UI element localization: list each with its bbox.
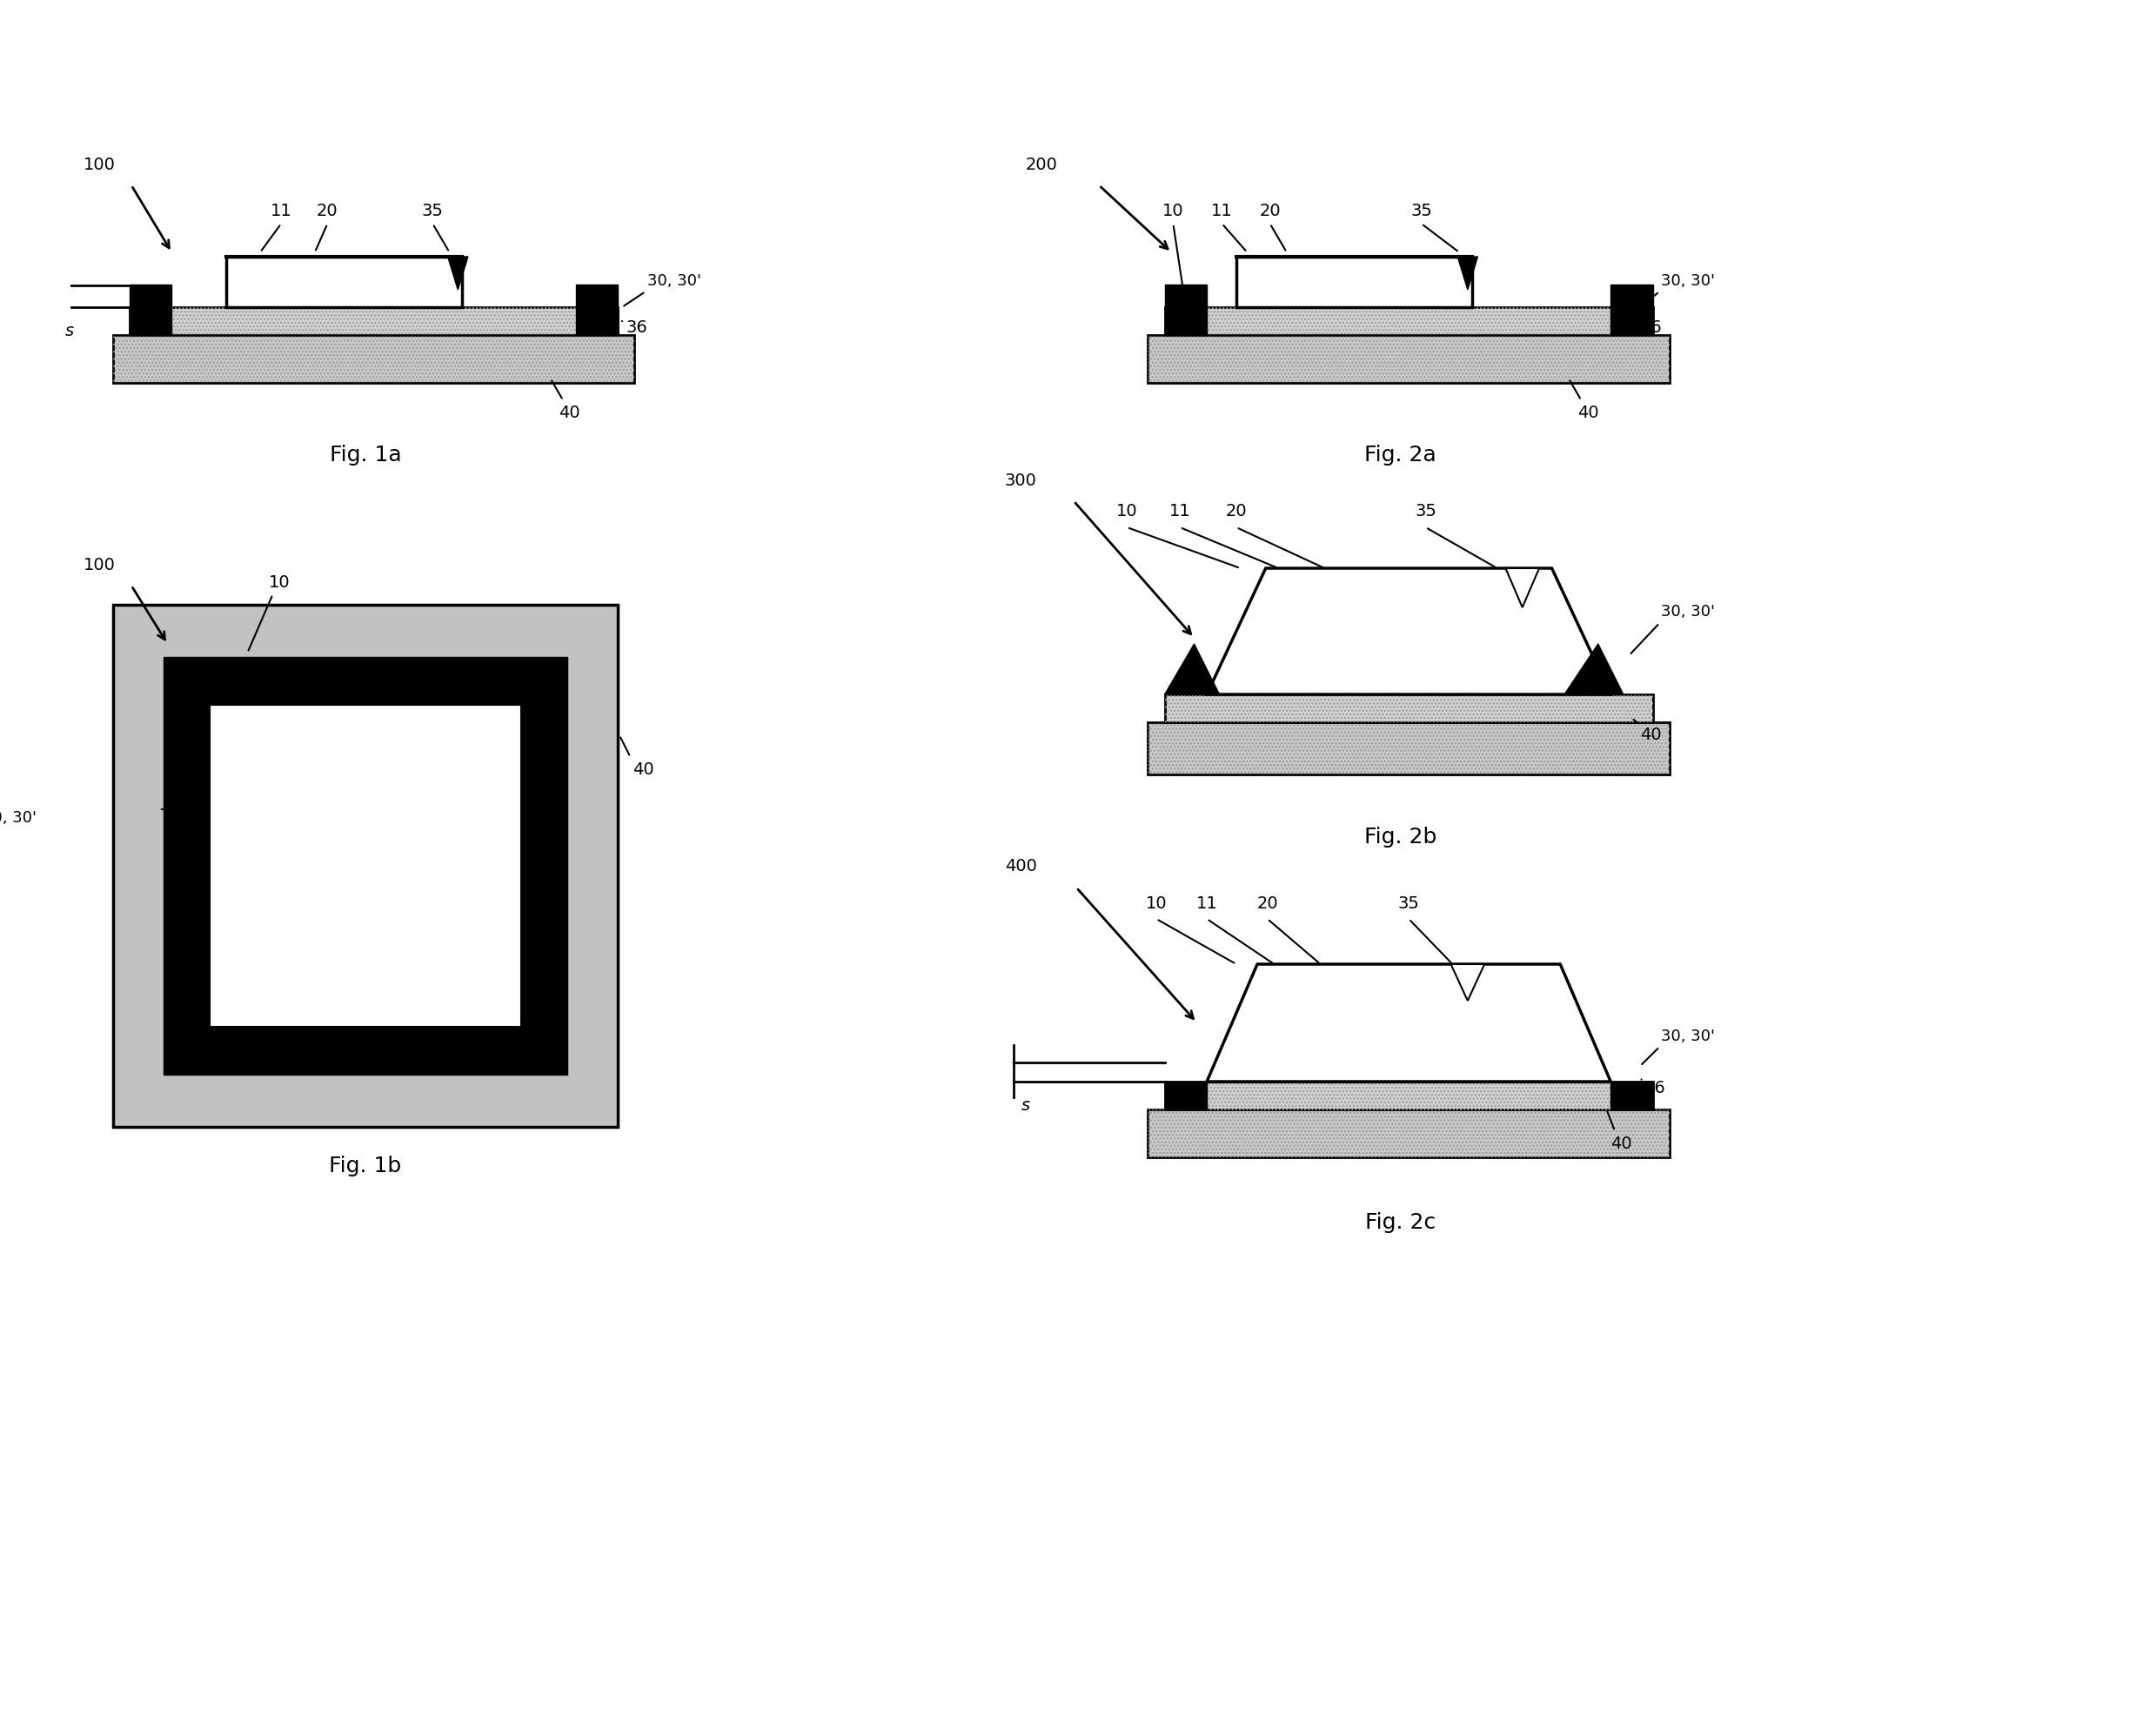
Text: 40: 40 bbox=[634, 762, 653, 778]
Polygon shape bbox=[1207, 963, 1611, 1082]
Bar bbox=[1164, 307, 1654, 335]
Text: 30, 30': 30, 30' bbox=[1662, 273, 1716, 288]
Text: 30, 30': 30, 30' bbox=[647, 273, 701, 288]
Text: 30, 30': 30, 30' bbox=[0, 811, 37, 826]
Text: 30, 30': 30, 30' bbox=[1662, 604, 1716, 620]
Text: 11: 11 bbox=[1197, 896, 1218, 911]
Text: Fig. 2a: Fig. 2a bbox=[1365, 444, 1436, 465]
Text: s: s bbox=[1022, 1097, 1031, 1115]
Bar bbox=[112, 335, 634, 384]
Text: 300: 300 bbox=[1005, 472, 1037, 490]
Bar bbox=[1235, 257, 1473, 307]
Polygon shape bbox=[1451, 963, 1485, 1000]
Bar bbox=[1147, 1109, 1669, 1158]
Text: 11: 11 bbox=[270, 203, 291, 220]
Text: s: s bbox=[65, 323, 73, 340]
Text: 10: 10 bbox=[1145, 896, 1166, 911]
Bar bbox=[1164, 1082, 1207, 1109]
Bar bbox=[129, 307, 619, 335]
Text: 20: 20 bbox=[1257, 896, 1279, 911]
Bar bbox=[1147, 722, 1669, 774]
Bar bbox=[226, 257, 461, 307]
Text: 40: 40 bbox=[1641, 727, 1662, 743]
Text: 400: 400 bbox=[1005, 858, 1037, 875]
Bar bbox=[576, 285, 619, 335]
Bar bbox=[1164, 1082, 1654, 1109]
Text: 40: 40 bbox=[1576, 404, 1598, 422]
Text: 10: 10 bbox=[1162, 203, 1184, 220]
Bar bbox=[1164, 307, 1654, 335]
Polygon shape bbox=[1457, 257, 1477, 290]
Bar bbox=[1611, 285, 1654, 335]
Text: 36: 36 bbox=[1645, 1080, 1667, 1097]
Bar bbox=[112, 335, 634, 384]
Text: Fig. 1b: Fig. 1b bbox=[330, 1156, 401, 1177]
Text: 35: 35 bbox=[1410, 203, 1432, 220]
Text: 20: 20 bbox=[317, 203, 338, 220]
Bar bbox=[1147, 335, 1669, 384]
Text: 100: 100 bbox=[84, 557, 116, 575]
Bar bbox=[1164, 694, 1654, 722]
Text: 36: 36 bbox=[625, 319, 647, 337]
Text: 20: 20 bbox=[1225, 503, 1246, 519]
Bar bbox=[129, 285, 172, 335]
Bar bbox=[1164, 285, 1207, 335]
Bar bbox=[1147, 1109, 1669, 1158]
Polygon shape bbox=[1207, 568, 1611, 694]
Text: 35: 35 bbox=[1414, 503, 1436, 519]
Bar bbox=[1164, 1082, 1654, 1109]
Text: 40: 40 bbox=[1611, 1135, 1632, 1153]
Bar bbox=[1147, 335, 1669, 384]
Text: 10: 10 bbox=[270, 575, 289, 592]
Text: 11: 11 bbox=[1169, 503, 1190, 519]
Bar bbox=[1611, 1082, 1654, 1109]
Text: 40: 40 bbox=[558, 404, 580, 422]
Text: 35: 35 bbox=[423, 203, 444, 220]
Text: 35: 35 bbox=[1397, 896, 1419, 911]
Bar bbox=[129, 307, 619, 335]
Text: 100: 100 bbox=[84, 156, 116, 174]
Bar bbox=[1147, 722, 1669, 774]
Polygon shape bbox=[1164, 644, 1220, 694]
Text: 30, 30': 30, 30' bbox=[1662, 1028, 1716, 1045]
Bar bbox=[164, 656, 567, 1075]
Text: Fig. 2b: Fig. 2b bbox=[1365, 826, 1436, 847]
Polygon shape bbox=[1565, 644, 1623, 694]
Text: 10: 10 bbox=[1117, 503, 1138, 519]
Text: Fig. 2c: Fig. 2c bbox=[1365, 1212, 1436, 1233]
Bar bbox=[209, 705, 522, 1026]
Polygon shape bbox=[448, 257, 468, 290]
Text: 36: 36 bbox=[1641, 319, 1662, 337]
Polygon shape bbox=[1505, 568, 1539, 608]
Text: 200: 200 bbox=[1026, 156, 1059, 174]
Text: Fig. 1a: Fig. 1a bbox=[330, 444, 401, 465]
Text: 20: 20 bbox=[1259, 203, 1281, 220]
Text: 11: 11 bbox=[1212, 203, 1233, 220]
Bar bbox=[1164, 694, 1654, 722]
Bar bbox=[112, 604, 619, 1127]
